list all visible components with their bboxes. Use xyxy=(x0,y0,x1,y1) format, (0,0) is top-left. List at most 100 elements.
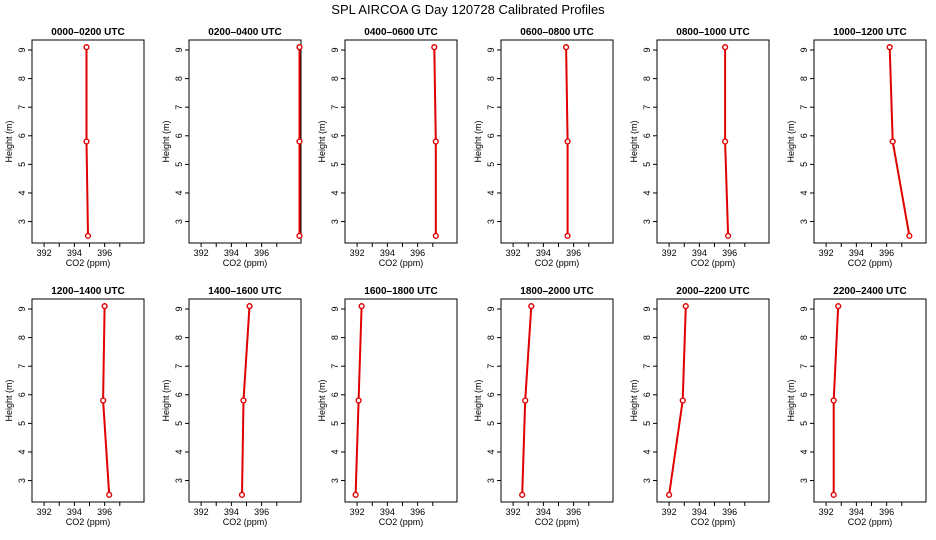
panel-6: 1200–1400 UTC 392 394 396 3 4 5 6 7 8 9 CO2 (ppm) He… xyxy=(4,286,145,527)
y-tick-label: 7 xyxy=(17,364,27,369)
panel-title: 1000–1200 UTC xyxy=(833,27,906,38)
x-axis-label: CO2 (ppm) xyxy=(848,517,893,527)
data-point xyxy=(906,232,913,239)
x-axis-label: CO2 (ppm) xyxy=(691,517,736,527)
x-tick-label: 394 xyxy=(692,248,707,258)
y-tick-label: 5 xyxy=(17,162,27,167)
y-tick-label: 7 xyxy=(642,364,652,369)
y-tick-label: 8 xyxy=(330,76,340,81)
plot-frame xyxy=(813,298,927,503)
y-tick-label: 3 xyxy=(330,219,340,224)
y-tick-label: 9 xyxy=(17,306,27,311)
data-point xyxy=(432,232,439,239)
x-tick-label: 394 xyxy=(849,507,864,517)
x-tick-label: 396 xyxy=(722,507,737,517)
x-tick-label: 394 xyxy=(849,248,864,258)
data-point xyxy=(722,138,729,145)
x-tick-label: 394 xyxy=(224,248,239,258)
y-tick-label: 7 xyxy=(330,364,340,369)
y-tick-label: 9 xyxy=(174,47,184,52)
y-tick-label: 8 xyxy=(799,335,809,340)
data-point xyxy=(106,491,113,498)
data-point xyxy=(564,138,571,145)
plot-frame xyxy=(344,39,458,244)
data-point xyxy=(100,397,107,404)
y-tick-label: 8 xyxy=(799,76,809,81)
x-tick-label: 392 xyxy=(662,248,677,258)
data-point xyxy=(83,138,90,145)
x-tick-label: 396 xyxy=(410,248,425,258)
y-tick-label: 8 xyxy=(330,335,340,340)
y-tick-label: 4 xyxy=(642,449,652,454)
panel-title: 0400–0600 UTC xyxy=(364,27,437,38)
y-axis-label: Height (m) xyxy=(786,379,796,421)
plot-frame xyxy=(500,39,614,244)
y-tick-label: 4 xyxy=(330,449,340,454)
y-tick-label: 8 xyxy=(174,335,184,340)
y-axis-label: Height (m) xyxy=(161,120,171,162)
x-tick-label: 392 xyxy=(506,248,521,258)
y-tick-label: 9 xyxy=(330,47,340,52)
x-tick-label: 396 xyxy=(722,248,737,258)
y-tick-label: 6 xyxy=(174,392,184,397)
x-tick-label: 396 xyxy=(566,507,581,517)
y-tick-label: 8 xyxy=(174,76,184,81)
plot-frame xyxy=(344,298,458,503)
y-tick-label: 4 xyxy=(799,449,809,454)
panel-title: 0600–0800 UTC xyxy=(520,27,593,38)
data-point xyxy=(358,303,365,310)
data-point xyxy=(679,397,686,404)
y-tick-label: 8 xyxy=(486,335,496,340)
x-tick-label: 392 xyxy=(37,248,52,258)
y-tick-label: 4 xyxy=(486,449,496,454)
y-tick-label: 7 xyxy=(17,105,27,110)
x-tick-label: 392 xyxy=(662,507,677,517)
y-axis-label: Height (m) xyxy=(629,379,639,421)
y-axis-label: Height (m) xyxy=(473,120,483,162)
y-tick-label: 9 xyxy=(17,47,27,52)
y-axis-label: Height (m) xyxy=(161,379,171,421)
y-tick-label: 4 xyxy=(330,190,340,195)
data-point xyxy=(355,397,362,404)
plot-frame xyxy=(500,298,614,503)
data-point xyxy=(240,397,247,404)
plot-frame xyxy=(31,298,145,503)
y-tick-label: 7 xyxy=(486,105,496,110)
data-point xyxy=(562,44,570,51)
data-point xyxy=(522,397,529,404)
data-point xyxy=(528,303,535,310)
x-tick-label: 394 xyxy=(224,507,239,517)
y-tick-label: 5 xyxy=(330,421,340,426)
panel-title: 0000–0200 UTC xyxy=(51,27,124,38)
y-tick-label: 3 xyxy=(174,219,184,224)
y-tick-label: 8 xyxy=(17,335,27,340)
panel-9: 1800–2000 UTC 392 394 396 3 4 5 6 7 8 9 CO2 (ppm) He… xyxy=(473,286,614,527)
x-tick-label: 394 xyxy=(380,248,395,258)
panel-4: 0800–1000 UTC 392 394 396 3 4 5 6 7 8 9 CO2 (ppm) He… xyxy=(629,27,770,268)
x-axis-label: CO2 (ppm) xyxy=(691,258,736,268)
y-tick-label: 6 xyxy=(330,133,340,138)
y-tick-label: 6 xyxy=(486,392,496,397)
y-axis-label: Height (m) xyxy=(4,120,14,162)
plot-frame xyxy=(31,39,145,244)
y-tick-label: 4 xyxy=(486,190,496,195)
panel-10: 2000–2200 UTC 392 394 396 3 4 5 6 7 8 9 CO2 (ppm) He… xyxy=(629,286,770,527)
y-axis-label: Height (m) xyxy=(473,379,483,421)
y-axis-label: Height (m) xyxy=(317,379,327,421)
panel-title: 0200–0400 UTC xyxy=(208,27,281,38)
y-tick-label: 6 xyxy=(17,133,27,138)
x-axis-label: CO2 (ppm) xyxy=(223,517,268,527)
data-point xyxy=(296,138,303,145)
data-point xyxy=(835,303,842,310)
x-tick-label: 392 xyxy=(194,507,209,517)
x-tick-label: 392 xyxy=(506,507,521,517)
panel-5: 1000–1200 UTC 392 394 396 3 4 5 6 7 8 9 CO2 (ppm) He… xyxy=(786,27,927,268)
x-tick-label: 392 xyxy=(350,507,365,517)
data-point xyxy=(101,303,108,310)
data-point xyxy=(432,138,439,145)
y-tick-label: 5 xyxy=(486,421,496,426)
panel-title: 1600–1800 UTC xyxy=(364,286,437,297)
y-tick-label: 7 xyxy=(174,364,184,369)
y-tick-label: 5 xyxy=(642,421,652,426)
